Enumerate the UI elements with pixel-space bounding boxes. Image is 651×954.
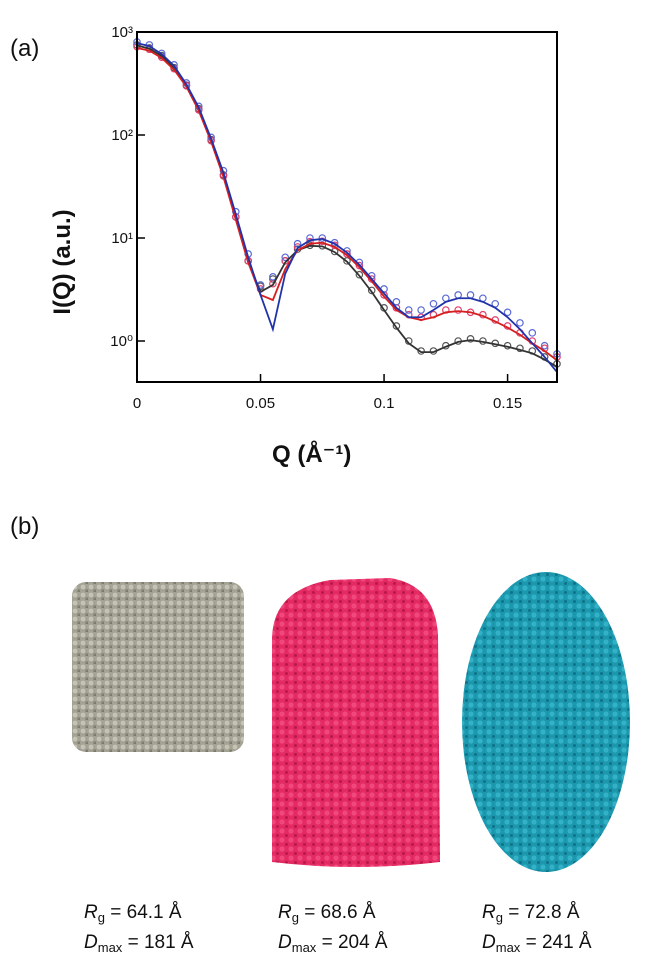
dmax-caption: Dmax = 181 Å bbox=[84, 932, 194, 954]
data-point bbox=[418, 307, 424, 313]
plot: 10⁰ 10¹ 10² 10³ 0 0.05 0.1 0.15 bbox=[110, 24, 560, 412]
value: = 72.8 Å bbox=[503, 902, 580, 923]
model-captions: Rg = 64.1 Å Dmax = 181 Å Rg = 68.6 Å Dma… bbox=[84, 902, 592, 954]
rg-caption: Rg = 72.8 Å bbox=[482, 902, 580, 925]
x-tick-label: 0.1 bbox=[374, 395, 395, 412]
subscript: max bbox=[98, 940, 123, 954]
subscript: g bbox=[496, 910, 503, 925]
data-point bbox=[467, 292, 473, 298]
symbol: R bbox=[84, 902, 98, 923]
dmax-caption: Dmax = 204 Å bbox=[278, 932, 388, 954]
panel-label: (a) bbox=[10, 35, 39, 62]
value: = 68.6 Å bbox=[299, 902, 376, 923]
value: = 241 Å bbox=[520, 932, 592, 953]
y-tick-label: 10¹ bbox=[111, 230, 133, 247]
value: = 64.1 Å bbox=[105, 902, 182, 923]
y-tick-label: 10³ bbox=[111, 24, 133, 41]
x-tick-label: 0.15 bbox=[493, 395, 522, 412]
symbol: R bbox=[482, 902, 496, 923]
value: = 204 Å bbox=[316, 932, 388, 953]
y-tick-label: 10² bbox=[111, 127, 133, 144]
x-tick-label: 0 bbox=[133, 395, 141, 412]
plot-frame bbox=[137, 32, 557, 382]
fit-line bbox=[137, 45, 557, 366]
symbol: D bbox=[482, 932, 496, 953]
data-point bbox=[406, 307, 412, 313]
model-shape bbox=[462, 572, 630, 872]
data-point bbox=[455, 292, 461, 298]
x-tick-label: 0.05 bbox=[246, 395, 275, 412]
subscript: g bbox=[292, 910, 299, 925]
subscript: max bbox=[292, 940, 317, 954]
data-point bbox=[529, 330, 535, 336]
y-tick-label: 10⁰ bbox=[110, 333, 133, 350]
fit-line bbox=[137, 48, 557, 360]
rg-caption: Rg = 64.1 Å bbox=[84, 902, 182, 925]
data-point bbox=[517, 320, 523, 326]
figure: (a) (b) 10⁰ 10¹ 10² 10³ 0 0.05 0.1 0.15 Q (Å⁻¹)… bbox=[0, 0, 651, 954]
model-shape bbox=[272, 578, 440, 867]
panel-label: (b) bbox=[10, 513, 39, 540]
y-axis-title: I(Q) (a.u.) bbox=[49, 209, 76, 314]
rg-caption: Rg = 68.6 Å bbox=[278, 902, 376, 925]
symbol: D bbox=[278, 932, 292, 953]
symbol: D bbox=[84, 932, 98, 953]
x-axis-title: Q (Å⁻¹) bbox=[272, 440, 351, 468]
subscript: max bbox=[496, 940, 521, 954]
subscript: g bbox=[98, 910, 105, 925]
model-shape bbox=[72, 582, 244, 752]
dmax-caption: Dmax = 241 Å bbox=[482, 932, 592, 954]
symbol: R bbox=[278, 902, 292, 923]
data-point bbox=[430, 301, 436, 307]
value: = 181 Å bbox=[122, 932, 194, 953]
